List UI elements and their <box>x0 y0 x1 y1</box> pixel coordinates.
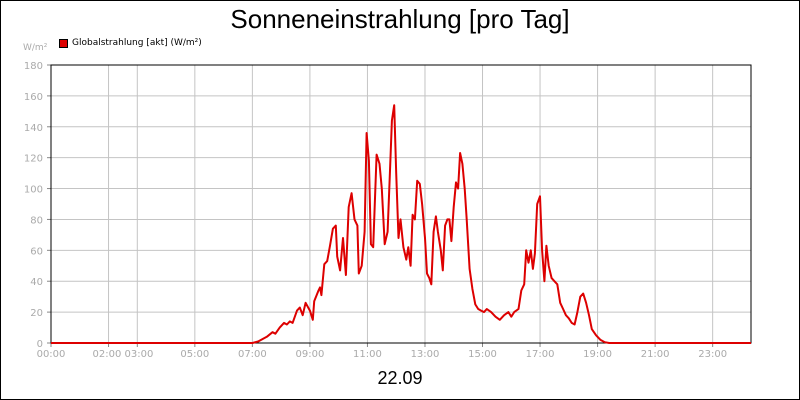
x-tick-label: 21:00 <box>641 349 670 360</box>
chart-title: Sonneneinstrahlung [pro Tag] <box>230 4 570 34</box>
x-tick-label: 13:00 <box>411 349 440 360</box>
y-tick-label: 120 <box>24 154 43 165</box>
legend: Globalstrahlung [akt] (W/m²) <box>59 38 202 48</box>
y-tick-label: 160 <box>24 92 43 103</box>
y-tick-label: 60 <box>30 246 43 257</box>
series-line <box>51 104 751 344</box>
y-tick-label: 180 <box>24 61 43 72</box>
date-label: 22.09 <box>377 368 423 388</box>
x-tick-label: 07:00 <box>238 349 267 360</box>
x-tick-label: 15:00 <box>468 349 497 360</box>
x-tick-label: 05:00 <box>180 349 209 360</box>
x-tick-label: 23:00 <box>698 349 727 360</box>
legend-label: Globalstrahlung [akt] (W/m²) <box>72 38 202 48</box>
y-axis-unit-label: W/m² <box>23 43 48 53</box>
x-tick-label: 11:00 <box>353 349 382 360</box>
plot-border <box>50 64 752 344</box>
y-tick-label: 40 <box>30 277 43 288</box>
x-tick-label: 17:00 <box>526 349 555 360</box>
legend-swatch <box>59 38 68 48</box>
x-tick-label: 00:00 <box>37 349 66 360</box>
y-tick-label: 80 <box>30 215 43 226</box>
y-tick-label: 0 <box>37 339 43 350</box>
y-tick-label: 140 <box>24 123 43 134</box>
y-tick-label: 100 <box>24 185 43 196</box>
x-tick-label: 19:00 <box>583 349 612 360</box>
x-tick-label: 02:00 03:00 <box>93 349 154 360</box>
x-tick-label: 09:00 <box>295 349 324 360</box>
y-tick-label: 20 <box>30 308 43 319</box>
